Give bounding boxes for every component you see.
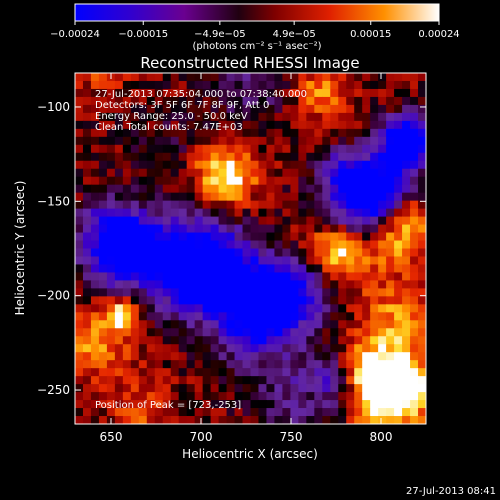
chart-title: Reconstructed RHESSI Image (140, 54, 359, 72)
annotation-line: Clean Total counts: 7.47E+03 (95, 122, 243, 133)
x-tick-label: 800 (370, 430, 393, 444)
annotation-line: Detectors: 3F 5F 6F 7F 8F 9F, Att 0 (95, 100, 269, 111)
colorbar-tick-label: 0.00024 (418, 29, 459, 40)
colorbar-tick-label: −0.00024 (50, 29, 100, 40)
y-tick-label: −100 (37, 100, 70, 114)
peak-position-label: Position of Peak = [723,-253] (95, 400, 241, 411)
y-tick-label: −250 (37, 383, 70, 397)
colorbar-units-label: (photons cm⁻² s⁻¹ asec⁻²) (192, 41, 321, 52)
colorbar-tick-label: 4.9e−05 (273, 29, 316, 40)
x-tick-label: 650 (100, 430, 123, 444)
annotation-line: 27-Jul-2013 07:35:04.000 to 07:38:40.000 (95, 89, 307, 100)
footer-timestamp: 27-Jul-2013 08:41 (406, 486, 496, 497)
x-tick-label: 750 (280, 430, 303, 444)
heatmap-image (75, 73, 426, 424)
x-axis-ticks: 650 700 750 800 (100, 73, 393, 444)
colorbar-ticks: −0.00024 −0.00015 −4.9e−05 4.9e−05 0.00015 0.… (50, 21, 460, 40)
y-tick-label: −200 (37, 289, 70, 303)
colorbar-tick-label: 0.00015 (350, 29, 391, 40)
colorbar (74, 3, 440, 22)
annotation-line: Energy Range: 25.0 - 50.0 keV (95, 111, 248, 122)
plot-annotations: 27-Jul-2013 07:35:04.000 to 07:38:40.000… (95, 89, 307, 133)
colorbar-tick-label: −0.00015 (118, 29, 168, 40)
y-tick-label: −150 (37, 194, 70, 208)
colorbar-tick-label: −4.9e−05 (194, 29, 246, 40)
y-axis-label: Heliocentric Y (arcsec) (13, 181, 27, 316)
x-axis-label: Heliocentric X (arcsec) (182, 447, 318, 461)
x-tick-label: 700 (190, 430, 213, 444)
y-axis-ticks: −100 −150 −200 −250 (37, 100, 426, 397)
plot-frame (74, 72, 427, 425)
